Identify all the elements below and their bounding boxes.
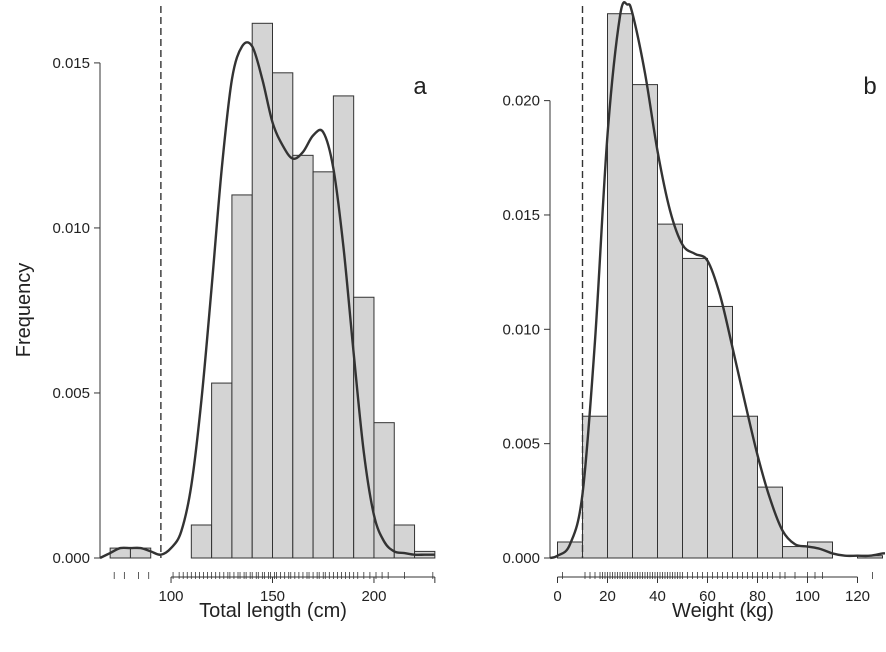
x-tick-label: 80 — [749, 588, 766, 605]
histogram-bar — [211, 382, 233, 559]
histogram-bar — [632, 84, 658, 559]
y-tick-label: 0.005 — [52, 385, 90, 402]
histogram-bar — [353, 296, 375, 559]
histogram-bar — [312, 171, 334, 559]
y-tick-label: 0.000 — [502, 550, 540, 567]
histogram-bar — [251, 22, 274, 559]
y-axis: 0.000 0.005 0.010 0.015 0.020 — [502, 93, 551, 567]
y-tick-label: 0.015 — [52, 55, 90, 72]
histogram-bar — [373, 422, 395, 559]
y-tick-label: 0.005 — [502, 436, 540, 453]
frequency-axis-title: Frequency — [13, 263, 35, 358]
x-tick-label: 100 — [159, 588, 184, 605]
panel-a: 0.000 0.005 0.010 0.015 100 150 200 a Total l… — [52, 6, 436, 622]
histogram-bars — [109, 22, 436, 559]
histogram-bar — [393, 524, 416, 559]
histogram-bar — [707, 305, 733, 559]
histogram-bar — [657, 223, 683, 559]
histogram-bar — [682, 257, 708, 559]
x-tick-label: 20 — [599, 588, 616, 605]
x-tick-label: 200 — [361, 588, 386, 605]
y-axis: 0.000 0.005 0.010 0.015 — [52, 55, 101, 567]
histogram-bar — [190, 524, 213, 559]
density-curve — [99, 41, 435, 560]
histogram-bars — [557, 13, 883, 559]
x-tick-label: 120 — [845, 588, 870, 605]
panel-label: b — [863, 73, 876, 100]
x-axis-title: Weight (kg) — [672, 600, 774, 622]
x-tick-label: 60 — [699, 588, 716, 605]
histogram-bar — [607, 13, 633, 559]
panel-b: 0.000 0.005 0.010 0.015 0.020 0 20 40 60 80 100 12… — [502, 1, 886, 622]
histogram-bar — [582, 415, 608, 559]
y-tick-label: 0.010 — [52, 220, 90, 237]
x-tick-label: 0 — [553, 588, 561, 605]
x-axis-title: Total length (cm) — [199, 600, 347, 622]
y-tick-label: 0.015 — [502, 207, 540, 224]
x-tick-label: 100 — [795, 588, 820, 605]
histogram-bar — [231, 194, 253, 559]
rug-marks — [562, 572, 873, 579]
histogram-bar — [109, 547, 131, 559]
y-tick-label: 0.000 — [52, 550, 90, 567]
histogram-bar — [292, 154, 314, 559]
x-tick-label: 40 — [649, 588, 666, 605]
histogram-bar — [782, 546, 808, 559]
rug-marks — [113, 572, 434, 579]
density-curve — [549, 1, 886, 560]
y-tick-label: 0.020 — [502, 93, 540, 110]
x-tick-label: 150 — [260, 588, 285, 605]
y-tick-label: 0.010 — [502, 321, 540, 338]
x-axis: 100 150 200 — [159, 576, 436, 605]
panel-label: a — [413, 73, 427, 100]
